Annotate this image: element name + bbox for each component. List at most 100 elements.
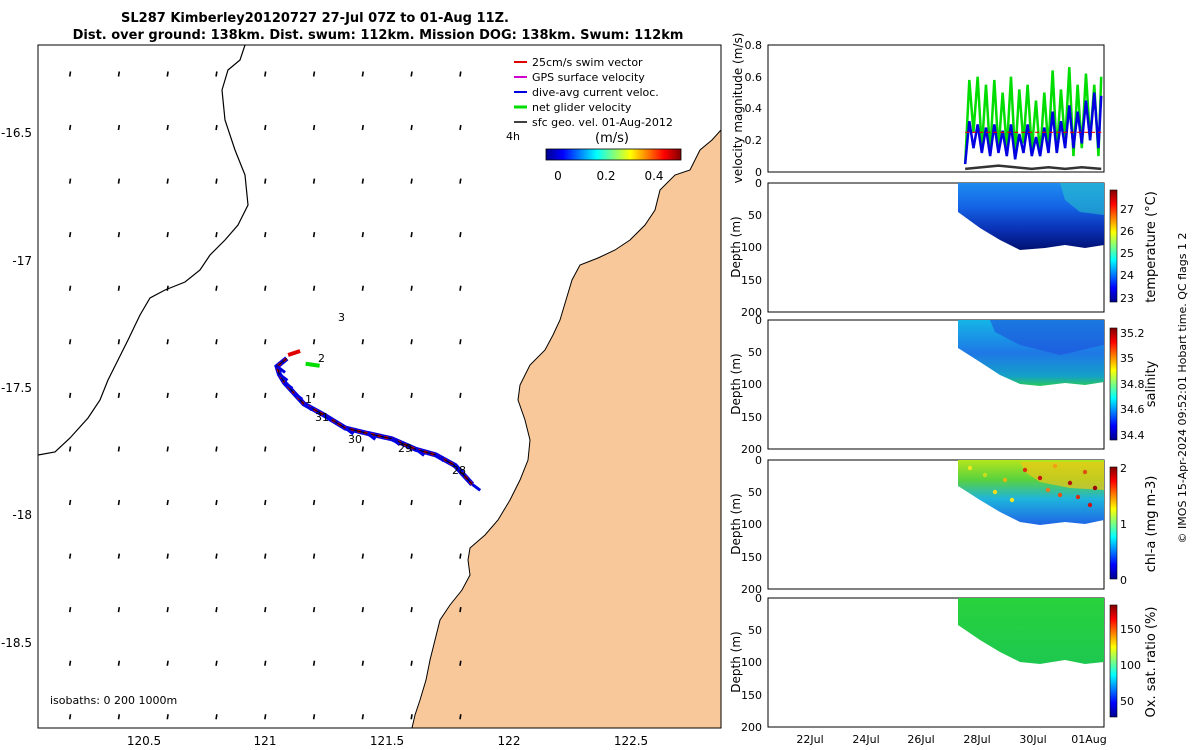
lat-tick: -18	[12, 508, 32, 522]
legend-label: 25cm/s swim vector	[532, 56, 643, 69]
velocity-series-line	[963, 92, 1103, 165]
geostrophic-vector	[312, 232, 316, 238]
velocity-series-line	[963, 67, 1103, 165]
geostrophic-vector	[68, 607, 72, 613]
geostrophic-vector	[459, 339, 462, 345]
lat-tick: -17.5	[1, 381, 32, 395]
geostrophic-vector	[410, 714, 413, 720]
geostrophic-vector	[361, 285, 365, 291]
current-vector	[434, 453, 445, 462]
chl-sample-dot	[1087, 502, 1093, 508]
vel-ytick: 0.8	[745, 39, 763, 52]
depth-tick: 50	[748, 624, 762, 637]
legend-label: GPS surface velocity	[532, 71, 645, 84]
geostrophic-vector	[459, 392, 462, 399]
geostrophic-vector	[166, 392, 169, 399]
geostrophic-vector	[264, 392, 267, 399]
geostrophic-vector	[166, 446, 169, 452]
geostrophic-vector	[459, 124, 462, 131]
geostrophic-vector	[215, 607, 218, 613]
depth-tick: 150	[741, 551, 762, 564]
geostrophic-vector	[410, 660, 413, 666]
depth-tick: 100	[741, 656, 762, 669]
geostrophic-vector	[215, 392, 218, 399]
chl-sample-dot	[1009, 497, 1015, 503]
chl-sample-dot	[1052, 463, 1058, 469]
sal-cbar-tick: 35	[1120, 352, 1134, 365]
chl-cbar-tick: 1	[1120, 518, 1127, 531]
oxygen-colorbar-label: Ox. sat. ratio (%)	[1144, 607, 1159, 718]
speed-colorbar-tick: 0	[554, 169, 562, 183]
geostrophic-vector	[410, 553, 413, 559]
depth-tick: 100	[741, 518, 762, 531]
geostrophic-vector	[264, 232, 267, 238]
geostrophic-vector	[459, 446, 462, 452]
sal-cbar-tick: 34.6	[1120, 403, 1145, 416]
isobath-0m	[38, 45, 249, 456]
temp-cbar-tick: 25	[1120, 247, 1134, 260]
day-label: 30	[348, 433, 362, 446]
vel-ytick: 0.4	[745, 102, 763, 115]
lon-tick: 121.5	[370, 734, 404, 748]
chlorophyll-max-layer	[1020, 462, 1104, 490]
geostrophic-vector	[117, 285, 121, 291]
date-tick: 30Jul	[1019, 733, 1046, 746]
geostrophic-vector	[117, 232, 121, 238]
geostrophic-vector	[410, 232, 413, 238]
current-vector	[415, 448, 425, 457]
lat-tick: -17	[12, 254, 32, 268]
time-scale-label: 4h	[506, 130, 520, 143]
depth-tick: 100	[741, 241, 762, 254]
geostrophic-vector	[264, 339, 267, 345]
geostrophic-vector	[410, 339, 413, 345]
map-lat-axis: -16.5 -17 -17.5 -18 -18.5	[1, 126, 32, 650]
day-label: 29	[398, 442, 412, 455]
geostrophic-vector	[459, 660, 462, 666]
lat-tick: -18.5	[1, 636, 32, 650]
sal-cbar-tick: 34.8	[1120, 378, 1145, 391]
geostrophic-vector	[459, 607, 462, 613]
depth-tick: 150	[741, 274, 762, 287]
current-vector	[344, 426, 355, 436]
current-vector	[366, 432, 377, 441]
geostrophic-vector	[166, 339, 169, 345]
depth-tick: 0	[755, 177, 762, 190]
geostrophic-vector	[361, 660, 365, 666]
vel-ytick: 0	[755, 166, 762, 179]
geostrophic-vector	[166, 178, 169, 184]
figure-title-line1: SL287 Kimberley20120727 27-Jul 07Z to 01…	[121, 11, 509, 26]
geostrophic-vector	[312, 124, 316, 131]
geostrophic-vector	[117, 178, 121, 184]
current-vector	[471, 483, 482, 492]
geostrophic-vector	[459, 499, 462, 506]
temperature-colorbar	[1109, 189, 1118, 303]
geostrophic-vector	[312, 285, 316, 291]
day-label: 1	[305, 393, 312, 406]
chlorophyll-colorbar	[1109, 466, 1118, 580]
chl-sample-dot	[1082, 469, 1088, 475]
chl-sample-dot	[1022, 467, 1028, 473]
geostrophic-vector	[312, 499, 316, 506]
geostrophic-vector	[361, 232, 365, 238]
geostrophic-vector	[361, 553, 365, 559]
date-axis: 22Jul 24Jul 26Jul 28Jul 30Jul 01Aug	[796, 733, 1106, 746]
vel-ytick: 0.6	[745, 71, 763, 84]
date-tick: 28Jul	[963, 733, 990, 746]
geostrophic-vector	[117, 714, 121, 720]
isobath-note: isobaths: 0 200 1000m	[50, 694, 177, 707]
ox-cbar-tick: 100	[1120, 659, 1141, 672]
date-tick: 24Jul	[852, 733, 879, 746]
ox-cbar-tick: 50	[1120, 695, 1134, 708]
chl-sample-dot	[1037, 475, 1043, 481]
geostrophic-vector	[264, 124, 267, 131]
geostrophic-vector	[264, 607, 267, 613]
day-label: 31	[315, 411, 329, 424]
geostrophic-vector	[117, 446, 121, 452]
imos-credit: © IMOS 15-Apr-2024 09:52:01 Hobart time.…	[1176, 233, 1189, 544]
geostrophic-vector	[117, 553, 121, 559]
geostrophic-vector	[68, 71, 72, 77]
geostrophic-vector	[410, 124, 413, 131]
geostrophic-vector	[166, 232, 169, 238]
chlorophyll-dots	[967, 463, 1098, 508]
